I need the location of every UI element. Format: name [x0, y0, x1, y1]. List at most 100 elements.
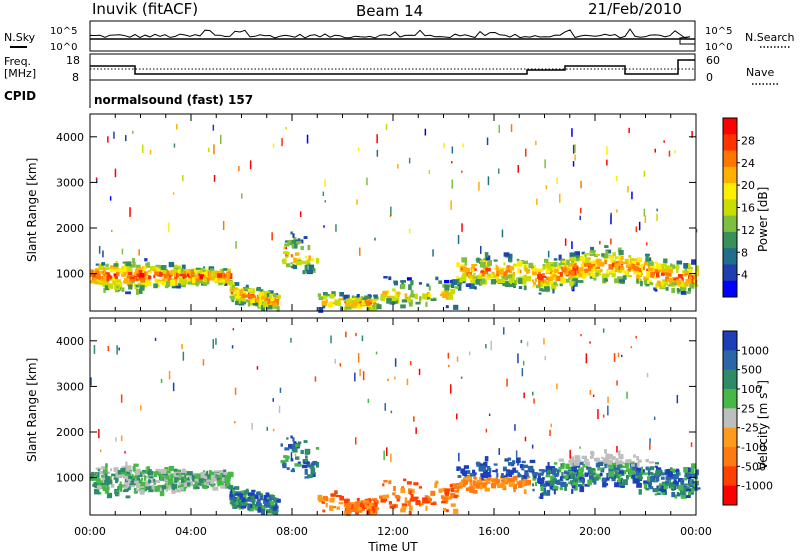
echo-cell [285, 263, 291, 268]
echo-cell [372, 498, 378, 502]
echo-sparse [142, 144, 144, 153]
echo-cell [306, 259, 311, 264]
echo-cell [368, 502, 373, 507]
echo-cell [471, 264, 478, 266]
echo-cell [649, 257, 652, 262]
echo-cell [522, 274, 526, 279]
echo-sparse [114, 168, 117, 178]
echo-cell [620, 485, 625, 488]
echo-cell [507, 253, 513, 258]
echo-cell [563, 471, 570, 475]
echo-cell [485, 255, 491, 261]
echo-sparse [556, 177, 558, 184]
echo-sparse [616, 209, 618, 213]
echo-cell [522, 260, 528, 264]
echo-cell [521, 480, 527, 486]
echo-sparse [235, 241, 237, 249]
echo-cell [655, 469, 661, 475]
echo-cell [604, 463, 607, 469]
echo-cell [196, 484, 199, 488]
echo-cell [617, 451, 621, 456]
echo-cell [138, 474, 143, 478]
echo-cell [234, 491, 239, 495]
echo-cell [603, 483, 609, 486]
echo-cell [224, 273, 228, 279]
echo-cell [182, 470, 188, 473]
echo-sparse [602, 414, 605, 418]
echo-cell [280, 443, 283, 447]
echo-cell [604, 258, 608, 262]
echo-sparse [695, 228, 698, 233]
echo-cell [120, 468, 126, 473]
echo-sparse [656, 213, 658, 221]
echo-cell [445, 305, 449, 309]
echo-cell [552, 266, 556, 272]
echo-cell [217, 271, 222, 274]
echo-sparse [408, 228, 411, 234]
echo-cell [203, 483, 208, 489]
colorbar-tick-label: 25 [741, 402, 755, 415]
echo-sparse [231, 345, 234, 349]
echo-sparse [549, 429, 551, 436]
echo-cell [154, 271, 160, 276]
echo-sparse [182, 351, 185, 361]
echo-sparse [644, 215, 647, 223]
echo-cell [309, 464, 315, 469]
echo-cell [453, 508, 459, 514]
echo-cell [684, 266, 688, 273]
echo-cell [577, 256, 583, 259]
echo-sparse [607, 396, 609, 404]
echo-cell [292, 243, 298, 249]
echo-cell [177, 473, 181, 478]
echo-cell [162, 473, 168, 476]
echo-cell [312, 472, 315, 475]
echo-cell [608, 271, 615, 274]
echo-cell [292, 447, 298, 453]
echo-cell [157, 484, 164, 488]
echo-cell [174, 477, 178, 483]
echo-cell [204, 481, 207, 485]
echo-cell [93, 482, 97, 488]
echo-cell [95, 268, 100, 271]
echo-cell [144, 258, 148, 262]
echo-cell [586, 262, 592, 266]
echo-cell [476, 277, 482, 282]
echo-cell [121, 287, 125, 292]
echo-sparse [580, 207, 582, 214]
echo-sparse [95, 177, 98, 180]
echo-sparse [627, 186, 629, 193]
echo-cell [556, 275, 561, 281]
echo-cell [140, 268, 146, 273]
echo-cell [395, 496, 401, 499]
echo-cell [134, 477, 140, 481]
echo-cell [401, 503, 408, 507]
echo-cell [647, 469, 651, 476]
echo-cell [128, 284, 133, 290]
echo-cell [414, 295, 418, 300]
echo-cell [111, 483, 115, 488]
echo-cell [512, 271, 515, 275]
echo-cell [283, 246, 287, 250]
echo-sparse [334, 358, 336, 364]
echo-cell [271, 509, 278, 515]
echo-cell [187, 482, 191, 486]
echo-cell [491, 478, 496, 482]
echo-cell [308, 255, 312, 261]
colorbar-tick-label: 20 [741, 179, 755, 192]
nsky-trace [89, 28, 695, 45]
echo-cell [142, 470, 147, 473]
echo-cell [100, 279, 107, 282]
echo-cell [318, 307, 324, 313]
echo-cell [135, 468, 141, 472]
echo-cell [244, 491, 250, 494]
echo-cell [147, 470, 153, 476]
echo-cell [400, 488, 406, 494]
echo-cell [225, 473, 231, 476]
echo-cell [687, 492, 691, 497]
echo-cell [507, 274, 513, 278]
echo-cell [450, 492, 456, 499]
echo-cell [245, 294, 252, 298]
echo-cell [540, 281, 544, 288]
echo-sparse [172, 192, 175, 195]
echo-cell [129, 482, 135, 486]
